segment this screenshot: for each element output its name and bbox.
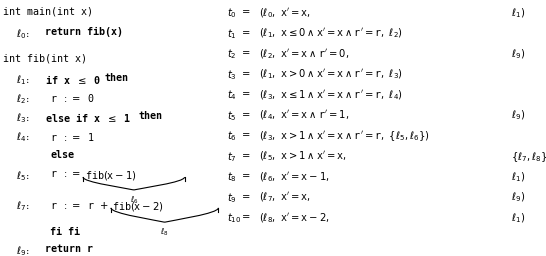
Text: $=$: $=$ xyxy=(240,88,251,97)
Text: $t_{10}$: $t_{10}$ xyxy=(227,211,241,225)
Text: $\{\ell_7,\ell_8\})$: $\{\ell_7,\ell_8\})$ xyxy=(511,150,546,164)
Text: $\ell_1)$: $\ell_1)$ xyxy=(511,170,525,184)
Text: $\ell_1)$: $\ell_1)$ xyxy=(511,211,525,225)
Text: return r: return r xyxy=(45,244,93,254)
Text: $=$: $=$ xyxy=(240,109,251,118)
Text: $({\ell}_4,\ \mathtt{x}' = \mathtt{x} \wedge \mathtt{r}' = 1,$: $({\ell}_4,\ \mathtt{x}' = \mathtt{x} \w… xyxy=(259,109,349,122)
Text: $=$: $=$ xyxy=(240,27,251,36)
Text: $\ell_0$:: $\ell_0$: xyxy=(16,27,30,41)
Text: int main(int x): int main(int x) xyxy=(3,6,93,16)
Text: $({\ell}_2,\ \mathtt{x}' = \mathtt{x} \wedge \mathtt{r}' = 0,$: $({\ell}_2,\ \mathtt{x}' = \mathtt{x} \w… xyxy=(259,47,349,61)
Text: r $:=$ 1: r $:=$ 1 xyxy=(50,131,95,143)
Text: $\mathtt{fib}(\mathtt{x} - 1)$: $\mathtt{fib}(\mathtt{x} - 1)$ xyxy=(85,169,136,182)
Text: $t_2$: $t_2$ xyxy=(227,47,236,61)
Text: $({\ell}_6,\ \mathtt{x}' = \mathtt{x} - 1,$: $({\ell}_6,\ \mathtt{x}' = \mathtt{x} - … xyxy=(259,170,330,184)
Text: $t_0$: $t_0$ xyxy=(227,6,236,20)
Text: $=$: $=$ xyxy=(240,129,251,138)
Text: $=$: $=$ xyxy=(240,68,251,77)
Text: $({\ell}_5,\ \mathtt{x} > 1 \wedge \mathtt{x}' = \mathtt{x},$: $({\ell}_5,\ \mathtt{x} > 1 \wedge \math… xyxy=(259,150,347,163)
Text: $\ell_8$: $\ell_8$ xyxy=(161,226,169,238)
Text: $\ell_1$:: $\ell_1$: xyxy=(16,73,30,87)
Text: $\ell_9)$: $\ell_9)$ xyxy=(511,47,525,61)
Text: $=$: $=$ xyxy=(240,150,251,159)
Text: $t_4$: $t_4$ xyxy=(227,88,236,102)
Text: $({\ell}_3,\ \mathtt{x} > 1 \wedge \mathtt{x}' = \mathtt{x} \wedge \mathtt{r}' =: $({\ell}_3,\ \mathtt{x} > 1 \wedge \math… xyxy=(259,129,430,143)
Text: fi fi: fi fi xyxy=(50,227,80,237)
Text: $t_7$: $t_7$ xyxy=(227,150,236,164)
Text: $({\ell}_8,\ \mathtt{x}' = \mathtt{x} - 2,$: $({\ell}_8,\ \mathtt{x}' = \mathtt{x} - … xyxy=(259,211,330,225)
Text: $=$: $=$ xyxy=(240,191,251,200)
Text: $\ell_9)$: $\ell_9)$ xyxy=(511,191,525,204)
Text: if x $\leq$ 0: if x $\leq$ 0 xyxy=(45,73,101,86)
Text: return fib(x): return fib(x) xyxy=(45,27,123,37)
Text: $\ell_1)$: $\ell_1)$ xyxy=(511,6,525,20)
Text: $t_5$: $t_5$ xyxy=(227,109,236,123)
Text: $({\ell}_7,\ \mathtt{x}' = \mathtt{x},$: $({\ell}_7,\ \mathtt{x}' = \mathtt{x},$ xyxy=(259,191,311,204)
Text: $=$: $=$ xyxy=(240,47,251,56)
Text: $=$: $=$ xyxy=(240,170,251,179)
Text: $\ell_5$:: $\ell_5$: xyxy=(16,169,30,183)
Text: $t_3$: $t_3$ xyxy=(227,68,236,82)
Text: $\mathtt{fib}(\mathtt{x} - 2)$: $\mathtt{fib}(\mathtt{x} - 2)$ xyxy=(112,200,164,213)
Text: then: then xyxy=(138,111,162,121)
Text: $t_1$: $t_1$ xyxy=(227,27,236,41)
Text: $t_8$: $t_8$ xyxy=(227,170,236,184)
Text: $\ell_7$:: $\ell_7$: xyxy=(16,200,30,214)
Text: $({\ell}_1,\ \mathtt{x} \leq 0 \wedge \mathtt{x}' = \mathtt{x} \wedge \mathtt{r}: $({\ell}_1,\ \mathtt{x} \leq 0 \wedge \m… xyxy=(259,27,403,40)
Text: $\ell_6$: $\ell_6$ xyxy=(129,194,138,206)
Text: else if x $\leq$ 1: else if x $\leq$ 1 xyxy=(45,111,131,124)
Text: $\ell_9$:: $\ell_9$: xyxy=(16,244,30,256)
Text: $\ell_4$:: $\ell_4$: xyxy=(16,131,30,144)
Text: $\ell_9)$: $\ell_9)$ xyxy=(511,109,525,122)
Text: $=$: $=$ xyxy=(240,211,251,220)
Text: $\ell_2$:: $\ell_2$: xyxy=(16,92,30,106)
Text: r $:=$ 0: r $:=$ 0 xyxy=(50,92,95,104)
Text: else: else xyxy=(50,150,74,160)
Text: $\ell_3$:: $\ell_3$: xyxy=(16,111,30,125)
Text: $({\ell}_1,\ \mathtt{x} > 0 \wedge \mathtt{x}' = \mathtt{x} \wedge \mathtt{r}' =: $({\ell}_1,\ \mathtt{x} > 0 \wedge \math… xyxy=(259,68,403,81)
Text: $t_6$: $t_6$ xyxy=(227,129,236,143)
Text: r $:=$: r $:=$ xyxy=(50,169,84,179)
Text: $({\ell}_0,\ \mathtt{x}' = \mathtt{x},$: $({\ell}_0,\ \mathtt{x}' = \mathtt{x},$ xyxy=(259,6,311,20)
Text: $t_9$: $t_9$ xyxy=(227,191,236,205)
Text: $=$: $=$ xyxy=(240,6,251,15)
Text: $({\ell}_3,\ \mathtt{x} \leq 1 \wedge \mathtt{x}' = \mathtt{x} \wedge \mathtt{r}: $({\ell}_3,\ \mathtt{x} \leq 1 \wedge \m… xyxy=(259,88,403,102)
Text: then: then xyxy=(105,73,129,83)
Text: int fib(int x): int fib(int x) xyxy=(3,54,87,64)
Text: r $:=$ r $+$: r $:=$ r $+$ xyxy=(50,200,110,211)
